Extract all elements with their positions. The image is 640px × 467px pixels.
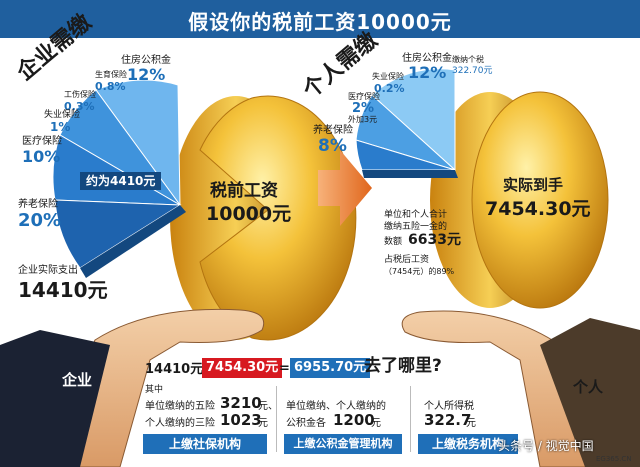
col1-line2-unit: 元 [258, 418, 268, 429]
enterprise-maternity-value: 0.8% [95, 80, 126, 93]
enterprise-injury-value: 0.3% [64, 100, 95, 113]
page-title: 假设你的税前工资10000元 [188, 10, 452, 34]
net-label: 实际到手 [503, 176, 564, 194]
column-divider-2 [410, 386, 411, 452]
col2-line2-unit: 元 [371, 418, 381, 429]
enterprise-hand-label: 企业 [62, 371, 93, 389]
combined-note-line2: 缴纳五险一金的 [384, 222, 448, 232]
formula-net-box: 7454.30元 [202, 358, 283, 378]
enterprise-medical-label: 医疗保险 [22, 136, 62, 147]
ratio-note-line1: 占税后工资 [384, 255, 430, 265]
watermark: 头条号 / 视觉中国 [498, 439, 594, 453]
col2-line2-label: 公积金各 [286, 418, 326, 429]
col2-line1-label: 单位缴纳、个人缴纳的 [286, 401, 386, 412]
pretax-value: 10000元 [206, 203, 292, 225]
enterprise-housing-label: 住房公积金 [121, 55, 171, 66]
col1-line1-unit: 元、 [258, 401, 278, 412]
enterprise-medical-value: 10% [22, 147, 61, 166]
personal-unemployment-label: 失业保险 [372, 72, 404, 81]
enterprise-injury-label: 工伤保险 [64, 90, 96, 99]
formula-part-a: 14410元- [145, 362, 209, 377]
personal-hand [401, 310, 640, 467]
col2-line2-value: 1200 [333, 411, 375, 429]
enterprise-pension-value: 20% [18, 210, 62, 231]
personal-housing-value: 12% [408, 63, 447, 82]
personal-wedge [355, 68, 458, 178]
formula-result-box: 6955.70元 [290, 358, 371, 378]
column-divider-1 [276, 386, 277, 452]
enterprise-hand [0, 308, 265, 467]
enterprise-maternity-label: 生育保险 [95, 70, 127, 79]
watermark-small: EG365.CN [596, 455, 632, 463]
combined-note-line1: 单位和个人合计 [384, 210, 448, 220]
social-security-agency-button: 上缴社保机构 [143, 434, 267, 454]
personal-hand-label: 个人 [573, 378, 604, 396]
col3-line2-unit: 元 [466, 418, 476, 429]
col3-line1-label: 个人所得税 [424, 401, 474, 412]
personal-pension-label: 养老保险 [313, 125, 353, 136]
enterprise-unemployment-value: 1% [50, 120, 71, 134]
personal-medical-extra: 外加3元 [348, 115, 378, 124]
combined-note-value: 6633元 [408, 232, 461, 248]
pretax-coin [170, 95, 357, 341]
formula-equals: = [279, 361, 290, 376]
net-coin [430, 91, 609, 309]
col3-line2-value: 322.7 [424, 411, 472, 429]
col1-line2-label: 个人缴纳的三险 [145, 418, 215, 429]
pretax-label: 税前工资 [210, 181, 278, 201]
enterprise-actual-label: 企业实际支出 [18, 265, 78, 276]
personal-tax-label: 缴纳个税 [452, 55, 484, 64]
ratio-note-line2: （7454元）的89% [384, 267, 455, 276]
personal-medical-label: 医疗保险 [348, 92, 380, 101]
personal-pension-value: 8% [318, 136, 347, 156]
enterprise-pension-label: 养老保险 [18, 199, 58, 210]
enterprise-unemployment-label: 失业保险 [44, 110, 81, 120]
formula-question: 去了哪里? [364, 356, 442, 376]
flow-arrow [318, 150, 372, 226]
col1-line1-value: 3210 [220, 394, 262, 412]
enterprise-approx-total: 约为4410元 [80, 172, 162, 190]
title-bar: 假设你的税前工资10000元 [0, 0, 640, 38]
personal-housing-label: 住房公积金 [402, 53, 452, 64]
combined-note-line3: 数额 [384, 237, 403, 247]
col1-line2-value: 1023 [220, 411, 262, 429]
personal-medical-value: 2% [352, 101, 375, 116]
col1-line1-label: 单位缴纳的五险 [145, 401, 215, 412]
net-value: 7454.30元 [485, 198, 591, 220]
personal-tax-value: 322.70元 [452, 66, 493, 76]
tax-agency-button: 上缴税务机构 [418, 434, 518, 454]
enterprise-housing-value: 12% [127, 65, 166, 84]
enterprise-actual-value: 14410元 [18, 278, 108, 302]
col1-intro: 其中 [145, 385, 164, 395]
personal-unemployment-value: 0.2% [374, 82, 405, 95]
housing-fund-agency-button: 上缴公积金管理机构 [284, 434, 402, 454]
